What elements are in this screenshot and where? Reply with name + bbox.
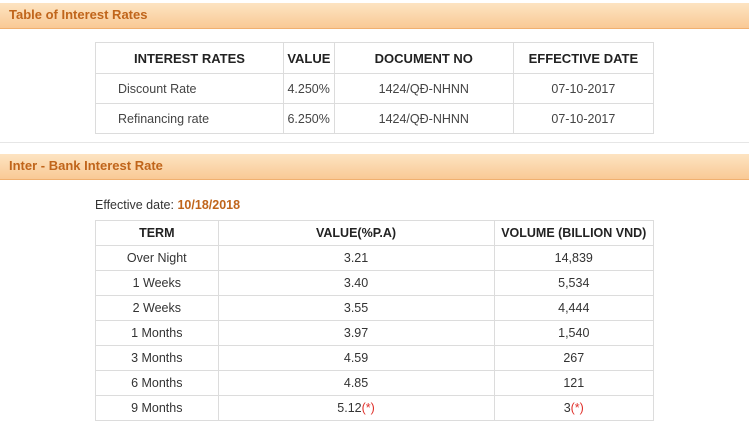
table-row: Refinancing rate 6.250% 1424/QĐ-NHNN 07-… [95,103,655,134]
value-cell: 5.12(*) [217,395,495,421]
footnote-mark: (*) [361,401,375,415]
effective-date-value: 10/18/2018 [177,198,241,212]
table-row: 1 Weeks 3.40 5,534 [95,270,655,296]
volume-cell: 121 [493,370,655,396]
rate-document-no: 1424/QĐ-NHNN [333,73,514,104]
volume-cell: 5,534 [493,270,655,296]
interbank-section-header: Inter - Bank Interest Rate [0,154,749,180]
term-cell: 2 Weeks [95,295,219,321]
column-header-document-no: DOCUMENT NO [333,42,514,74]
rate-name: Discount Rate [95,73,284,104]
rate-value: 6.250% [282,103,335,134]
interbank-section-title: Inter - Bank Interest Rate [9,158,163,173]
interest-rates-table: INTEREST RATES VALUE DOCUMENT NO EFFECTI… [95,42,655,134]
column-header-value: VALUE(%P.A) [217,220,495,246]
column-header-volume: VOLUME (BILLION VND) [493,220,655,246]
column-header-interest-rates: INTEREST RATES [95,42,284,74]
section-divider [0,142,749,143]
interbank-rates-table: TERM VALUE(%P.A) VOLUME (BILLION VND) Ov… [95,220,655,421]
value-cell: 4.59 [217,345,495,371]
table-row: Over Night 3.21 14,839 [95,245,655,271]
value-cell: 4.85 [217,370,495,396]
table-header-row: INTEREST RATES VALUE DOCUMENT NO EFFECTI… [95,42,655,74]
column-header-value: VALUE [282,42,335,74]
table-row: 1 Months 3.97 1,540 [95,320,655,346]
rate-effective-date: 07-10-2017 [512,103,655,134]
value-cell: 3.40 [217,270,495,296]
value-cell: 3.55 [217,295,495,321]
column-header-term: TERM [95,220,219,246]
column-header-effective-date: EFFECTIVE DATE [512,42,655,74]
volume-cell: 1,540 [493,320,655,346]
volume-cell: 3(*) [493,395,655,421]
table-row: 3 Months 4.59 267 [95,345,655,371]
value-cell: 3.21 [217,245,495,271]
term-cell: 9 Months [95,395,219,421]
rate-effective-date: 07-10-2017 [512,73,655,104]
value-cell: 3.97 [217,320,495,346]
table-row: 9 Months 5.12(*) 3(*) [95,395,655,421]
term-cell: 6 Months [95,370,219,396]
effective-date-line: Effective date: 10/18/2018 [95,198,240,212]
table-row: 6 Months 4.85 121 [95,370,655,396]
interest-rates-section-title: Table of Interest Rates [9,7,148,22]
term-cell: 1 Months [95,320,219,346]
rate-value: 4.250% [282,73,335,104]
volume-cell: 4,444 [493,295,655,321]
table-row: 2 Weeks 3.55 4,444 [95,295,655,321]
term-cell: Over Night [95,245,219,271]
volume-cell: 14,839 [493,245,655,271]
rate-document-no: 1424/QĐ-NHNN [333,103,514,134]
rate-name: Refinancing rate [95,103,284,134]
interest-rates-section-header: Table of Interest Rates [0,3,749,29]
table-header-row: TERM VALUE(%P.A) VOLUME (BILLION VND) [95,220,655,246]
term-cell: 3 Months [95,345,219,371]
effective-date-label: Effective date: [95,198,174,212]
volume-cell: 267 [493,345,655,371]
term-cell: 1 Weeks [95,270,219,296]
footnote-mark: (*) [570,401,584,415]
table-row: Discount Rate 4.250% 1424/QĐ-NHNN 07-10-… [95,73,655,104]
